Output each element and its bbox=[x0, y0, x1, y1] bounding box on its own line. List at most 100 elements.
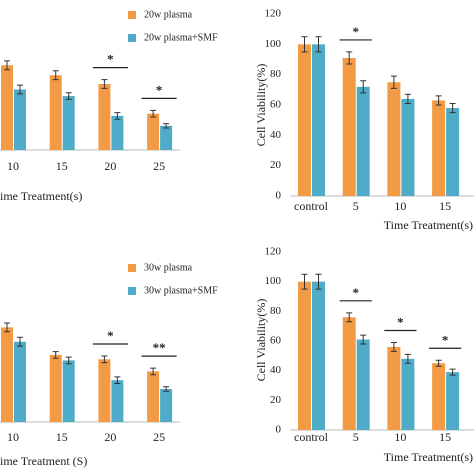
x-axis-label: Time Treatment(s) bbox=[384, 218, 473, 232]
error-bar bbox=[52, 351, 59, 359]
y-tick-label: 80 bbox=[270, 68, 282, 80]
y-tick-label: 0 bbox=[276, 190, 282, 202]
x-tick-label: 5 bbox=[353, 199, 359, 213]
legend-label: 20w plasma bbox=[144, 9, 193, 20]
error-bar bbox=[435, 95, 442, 106]
x-tick-label: 15 bbox=[439, 430, 451, 444]
significance-label: * bbox=[156, 82, 163, 97]
bar bbox=[14, 89, 26, 150]
bar bbox=[356, 339, 370, 430]
error-bar bbox=[346, 51, 353, 65]
x-tick-label: 10 bbox=[394, 430, 406, 444]
error-bar bbox=[449, 102, 456, 114]
bar bbox=[446, 108, 460, 196]
error-bar bbox=[301, 36, 308, 53]
x-axis-label: ime Treatment (S) bbox=[0, 454, 87, 468]
y-axis-label: Cell Viability(%) bbox=[254, 64, 268, 147]
significance-label: * bbox=[352, 285, 359, 300]
x-tick-label: 10 bbox=[7, 159, 19, 173]
x-tick-label: control bbox=[294, 430, 329, 444]
x-tick-label: 15 bbox=[439, 199, 451, 213]
bar bbox=[98, 84, 111, 150]
bar bbox=[432, 100, 446, 196]
bar bbox=[147, 371, 160, 422]
bar bbox=[111, 380, 124, 422]
significance-label: * bbox=[107, 52, 114, 67]
error-bar bbox=[17, 336, 23, 347]
error-bar bbox=[4, 60, 10, 71]
error-bar bbox=[4, 322, 10, 333]
bar bbox=[98, 359, 111, 422]
x-tick-label: 20 bbox=[104, 159, 116, 173]
bar bbox=[446, 372, 460, 430]
error-bar bbox=[114, 112, 121, 120]
x-tick-label: 15 bbox=[56, 159, 68, 173]
y-tick-label: 60 bbox=[270, 335, 282, 347]
legend-swatch bbox=[128, 34, 136, 42]
error-bar bbox=[65, 92, 72, 100]
x-tick-label: 20 bbox=[104, 430, 116, 444]
x-tick-label: 25 bbox=[153, 159, 165, 173]
bar bbox=[160, 389, 173, 422]
error-bar bbox=[52, 70, 59, 81]
error-bar bbox=[435, 359, 442, 367]
bar bbox=[160, 125, 173, 150]
bar bbox=[342, 317, 356, 430]
y-tick-label: 60 bbox=[270, 99, 282, 111]
y-tick-label: 80 bbox=[270, 305, 282, 317]
bar bbox=[387, 82, 401, 196]
y-tick-label: 100 bbox=[265, 275, 282, 287]
error-bar bbox=[163, 123, 170, 129]
bar bbox=[62, 360, 75, 422]
error-bar bbox=[346, 312, 353, 323]
bar bbox=[62, 96, 75, 150]
y-tick-label: 20 bbox=[270, 394, 282, 406]
bar bbox=[401, 98, 415, 196]
bar bbox=[1, 327, 13, 422]
error-bar bbox=[404, 93, 411, 104]
error-bar bbox=[390, 75, 397, 89]
y-tick-label: 0 bbox=[276, 424, 282, 436]
significance-label: ** bbox=[153, 340, 166, 355]
bar bbox=[312, 44, 325, 197]
legend-swatch bbox=[128, 264, 136, 272]
y-tick-label: 100 bbox=[265, 38, 282, 50]
y-tick-label: 120 bbox=[265, 246, 282, 258]
x-axis-label: Time Treatment(s) bbox=[384, 450, 473, 464]
x-tick-label: 25 bbox=[153, 430, 165, 444]
error-bar bbox=[17, 84, 23, 95]
x-tick-label: control bbox=[294, 199, 329, 213]
y-tick-label: 40 bbox=[270, 364, 282, 376]
error-bar bbox=[315, 36, 322, 53]
legend-label: 20w plasma+SMF bbox=[144, 32, 218, 43]
error-bar bbox=[150, 109, 157, 118]
bar bbox=[312, 281, 325, 430]
y-tick-label: 40 bbox=[270, 129, 282, 141]
error-bar bbox=[390, 341, 397, 352]
error-bar bbox=[301, 273, 308, 290]
bar bbox=[49, 354, 62, 422]
error-bar bbox=[101, 355, 108, 364]
error-bar bbox=[449, 368, 456, 376]
x-tick-label: 10 bbox=[394, 199, 406, 213]
bar bbox=[14, 341, 26, 422]
significance-label: * bbox=[442, 332, 449, 347]
bar bbox=[356, 86, 370, 196]
bar bbox=[432, 363, 446, 430]
significance-label: * bbox=[397, 314, 404, 329]
error-bar bbox=[101, 79, 108, 89]
y-axis-label: Cell Viability(%) bbox=[254, 299, 268, 382]
x-tick-label: 15 bbox=[56, 430, 68, 444]
bar bbox=[49, 75, 62, 150]
legend-label: 30w plasma+SMF bbox=[144, 285, 218, 296]
significance-label: * bbox=[107, 328, 114, 343]
error-bar bbox=[404, 353, 411, 364]
error-bar bbox=[150, 367, 157, 376]
bar bbox=[298, 44, 311, 197]
x-tick-label: 10 bbox=[7, 430, 19, 444]
error-bar bbox=[360, 80, 367, 94]
error-bar bbox=[360, 334, 367, 345]
error-bar bbox=[163, 386, 170, 392]
bar bbox=[111, 115, 124, 150]
